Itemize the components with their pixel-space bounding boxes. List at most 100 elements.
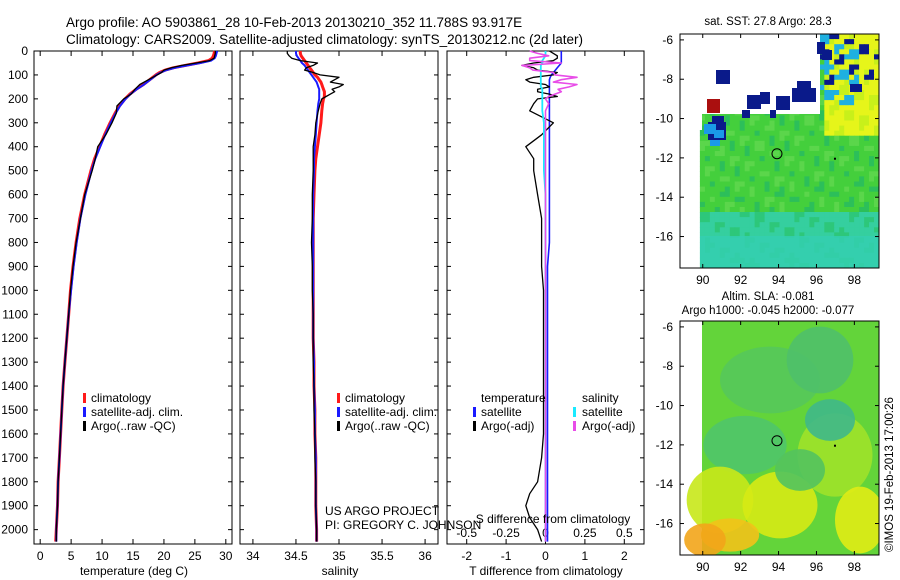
sst-cell [784,115,790,121]
sst-cell [859,34,865,40]
sst-cell [734,161,741,167]
sst-cell [714,145,721,152]
sst-cell [869,161,875,167]
sst-cell [799,201,805,208]
sst-cell [829,69,835,76]
sst-cell [849,207,855,213]
sst-cell [854,110,860,116]
sst-cell [824,145,830,152]
sst-cell [704,207,711,213]
sst-cell [844,201,850,208]
sst-cell [839,34,845,40]
sst-cell [789,151,795,157]
sst-cell [849,59,855,65]
sst-cell [874,140,879,147]
sst-cell [864,39,870,45]
sst-cell [874,54,879,60]
sst-cell [764,212,770,218]
sst-cell [859,39,865,45]
sst-cell [754,161,760,167]
sst-cell [829,90,835,96]
sst-cell [799,186,805,193]
sst-cell [794,201,800,208]
sst-cell [704,222,711,228]
x-tick-label: 34 [246,549,260,563]
sst-cell [709,166,716,172]
sst-cell [874,90,879,96]
sst-cell [829,227,835,233]
sst-cell [789,222,795,228]
sst-cell [704,212,711,218]
sst-cell [849,176,855,182]
sst-cell [804,176,810,182]
sst-cell [774,151,780,157]
sst-cell [719,145,726,152]
sst-cell [864,115,870,121]
sst-cell [874,84,879,91]
sst-cell [749,156,755,162]
sst-cell [854,176,860,182]
sst-cell [874,212,879,218]
cloud-mask [747,95,761,109]
sst-cell [749,135,755,142]
sst-cell [754,176,760,182]
sst-cell [844,90,850,96]
sst-cell [774,130,780,137]
sst-cell [699,135,706,142]
trajectory-dot [833,444,836,447]
y-tick-label: 0 [21,44,28,58]
sst-cell [869,105,875,111]
sst-cell [764,140,770,147]
map-field [680,321,879,555]
sst-cell [769,232,775,238]
sst-cell [809,232,815,238]
sst-cell [824,186,830,193]
sst-cell [764,196,770,203]
sst-cell [719,186,726,193]
sst-cell [699,232,706,238]
sst-cell [834,186,840,193]
sst-cell [839,227,845,233]
lat-tick-label: -6 [662,33,673,47]
sst-cell [859,212,865,218]
sst-cell [739,171,746,177]
sst-cell [699,120,706,126]
sst-cell [844,191,850,198]
sst-cell [839,125,845,132]
sst-cell [874,74,879,81]
sst-cell [819,161,825,167]
sst-cell [744,135,751,142]
sst-cell [749,120,755,126]
sst-cell [819,222,825,228]
sst-cell [834,79,840,86]
sst-cell [859,69,865,76]
sst-cell [734,115,741,121]
sst-cell [764,232,770,238]
sst-cell [814,196,820,203]
y-tick-label: 200 [8,92,28,106]
sst-cell [764,135,770,142]
sst-cell [779,207,785,213]
sst-cell [739,232,746,238]
sst-cell [854,105,860,111]
sst-cell [809,161,815,167]
sst-cell [849,74,855,81]
sst-cell [714,196,721,203]
sst-cell [744,191,751,198]
sst-cell [804,145,810,152]
sst-cell [859,232,865,238]
sst-cell [714,181,721,187]
sst-cell [759,232,765,238]
sst-cell [824,171,830,177]
sst-cell [854,135,860,142]
x-tick-label: -1 [501,549,512,563]
sst-cell [874,44,879,50]
sst-cell [719,227,726,233]
sst-cell [859,125,865,132]
sst-cell [744,145,751,152]
sst-cell [724,140,731,147]
sst-cell [834,44,840,50]
cool-band [700,236,879,268]
sst-cell [874,227,879,233]
sst-cell [709,212,716,218]
